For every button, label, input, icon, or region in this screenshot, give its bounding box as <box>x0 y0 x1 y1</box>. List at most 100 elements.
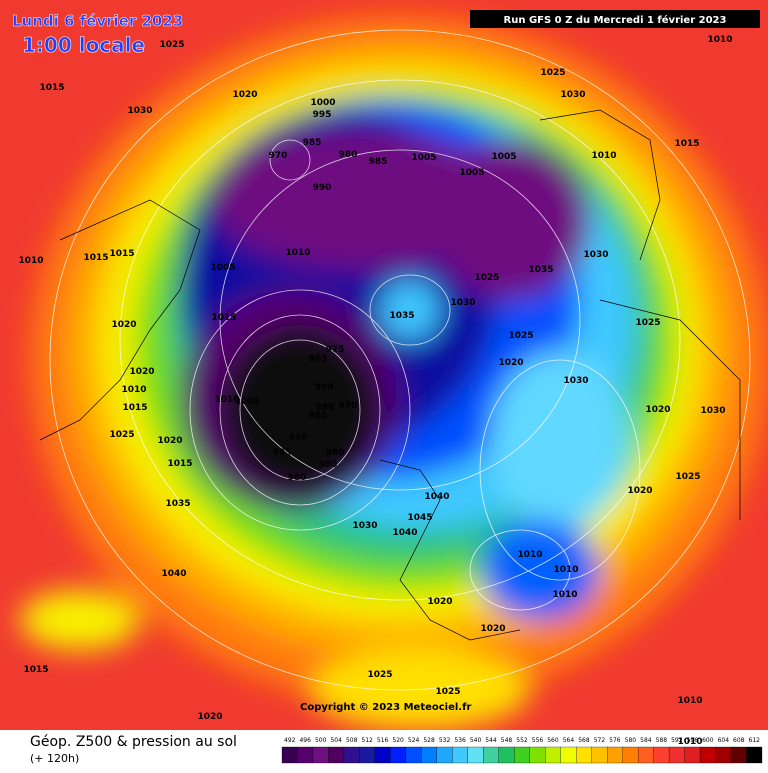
isobar-label: 980 <box>339 150 358 160</box>
isobar-label: 985 <box>303 138 322 148</box>
colorbar-swatch <box>576 746 592 764</box>
isobar-label: 1005 <box>411 153 436 163</box>
isobar-label: 1025 <box>367 670 392 680</box>
isobar-label: 1015 <box>109 249 134 259</box>
isobar-label: 980 <box>288 473 307 483</box>
colorbar-label: 536 <box>454 737 466 744</box>
isobar-label: 1025 <box>474 273 499 283</box>
isobar-label: 1025 <box>508 331 533 341</box>
colorbar-label: 584 <box>640 737 652 744</box>
colorbar-label: 532 <box>439 737 451 744</box>
isobar-label: 1025 <box>109 430 134 440</box>
isobar-label: 970 <box>315 383 334 393</box>
date: Lundi 6 février 2023 <box>12 12 183 30</box>
colorbar-swatch <box>483 746 499 764</box>
colorbar-swatch <box>421 746 437 764</box>
isobar-label: 1010 <box>552 590 577 600</box>
colorbar-label: 512 <box>361 737 373 744</box>
colorbar-swatch <box>359 746 376 764</box>
colorbar-label: 592 <box>671 737 683 744</box>
colorbar-swatch <box>746 746 763 764</box>
colorbar-label: 608 <box>733 737 745 744</box>
isobar-label: 1020 <box>157 436 182 446</box>
colorbar-swatch <box>452 746 468 764</box>
colorbar-swatch <box>498 746 515 764</box>
isobar-label: 970 <box>339 401 358 411</box>
isobar-label: 1025 <box>435 687 460 697</box>
colorbar-swatch <box>529 746 546 764</box>
colorbar-label: 504 <box>330 737 342 744</box>
colorbar-label: 556 <box>532 737 544 744</box>
colorbar-label: 588 <box>656 737 668 744</box>
run-box <box>470 10 760 28</box>
isobar-label: 1015 <box>167 459 192 469</box>
isobar-label: 995 <box>273 448 292 458</box>
local-time: 1:00 locale <box>22 33 145 57</box>
colorbar-label: 540 <box>470 737 482 744</box>
isobar-label: 1020 <box>111 320 136 330</box>
isobar-label: 1035 <box>528 265 553 275</box>
isobar-label: 1005 <box>459 168 484 178</box>
colorbar-swatch <box>699 746 716 764</box>
isobar-label: 1030 <box>700 406 725 416</box>
colorbar-swatch <box>684 746 701 764</box>
colorbar-swatch <box>467 746 484 764</box>
run-text: Run GFS 0 Z du Mercredi 1 février 2023 <box>504 14 727 26</box>
coastlines <box>39 109 741 641</box>
isobar-label: 1045 <box>407 513 432 523</box>
colorbar-swatch <box>622 746 639 764</box>
colorbar-label: 596 <box>687 737 699 744</box>
colorbar-label: 564 <box>563 737 575 744</box>
colorbar-swatch <box>591 746 608 764</box>
footer-title: Géop. Z500 & pression au sol <box>30 734 237 750</box>
colorbar-label: 580 <box>625 737 637 744</box>
isobar-label: 1025 <box>540 68 565 78</box>
colorbar-label: 492 <box>284 737 296 744</box>
colorbar-swatch <box>297 746 314 764</box>
colorbar-swatch <box>436 746 453 764</box>
colorbar-label: 572 <box>594 737 606 744</box>
isobar-label: 1030 <box>563 376 588 386</box>
isobar-label: 965 <box>309 354 328 364</box>
isobar-label: 980 <box>326 448 345 458</box>
colorbar-label: 508 <box>346 737 358 744</box>
isobar-label: 1020 <box>627 486 652 496</box>
colorbar-swatch <box>374 746 391 764</box>
isobar-label: 1040 <box>161 569 186 579</box>
isobar-label: 1030 <box>560 90 585 100</box>
colorbar-swatch <box>328 746 345 764</box>
copyright: Copyright © 2023 Meteociel.fr <box>300 702 471 713</box>
isobar-label: 1010 <box>553 565 578 575</box>
colorbar-label: 600 <box>702 737 714 744</box>
colorbar-swatch <box>730 746 747 764</box>
isobar-label: 1010 <box>677 696 702 706</box>
isobar-label: 1010 <box>214 395 239 405</box>
colorbar-swatch <box>312 746 329 764</box>
isobar-label: 1015 <box>23 665 48 675</box>
isobar-label: 1030 <box>450 298 475 308</box>
colorbar-label: 520 <box>392 737 404 744</box>
isobar-label: 1015 <box>211 313 236 323</box>
isobar-label: 1005 <box>234 397 259 407</box>
colorbar-label: 548 <box>501 737 513 744</box>
colorbar-label: 500 <box>315 737 327 744</box>
isobar-label: 975 <box>326 345 345 355</box>
isobar-label: 1015 <box>83 253 108 263</box>
footer-subtitle: (+ 120h) <box>30 752 79 765</box>
isobar-label: 1020 <box>129 367 154 377</box>
colorbar-swatch <box>715 746 732 764</box>
isobar-label: 1010 <box>707 35 732 45</box>
isobar-label: 1020 <box>197 712 222 722</box>
isobar-label: 1020 <box>232 90 257 100</box>
colorbar-swatch <box>281 746 298 764</box>
isobar-label: 1010 <box>517 550 542 560</box>
isobar-label: 1035 <box>165 499 190 509</box>
colorbar-label: 528 <box>423 737 435 744</box>
isobar-label: 1010 <box>121 385 146 395</box>
isobar-label: 1030 <box>583 250 608 260</box>
isobar-label: 990 <box>313 183 332 193</box>
isobar-label: 1025 <box>675 472 700 482</box>
isobar-label: 1020 <box>480 624 505 634</box>
isobar-label: 1015 <box>674 139 699 149</box>
